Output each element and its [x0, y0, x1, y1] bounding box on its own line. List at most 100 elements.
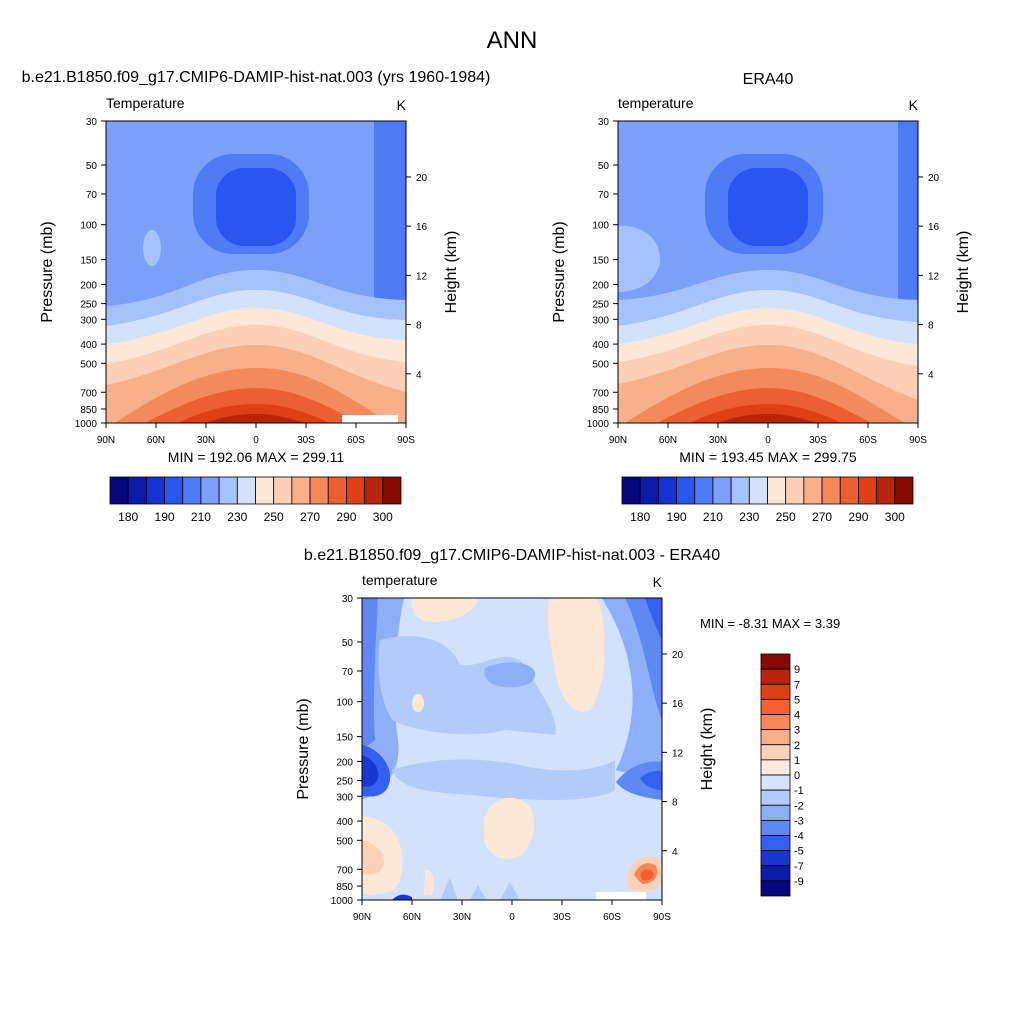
x-tick-label: 60N	[659, 435, 677, 446]
colorbar-label: 250	[264, 510, 284, 524]
y-right-tick-label: 12	[928, 271, 940, 282]
colorbar-label: 300	[885, 510, 905, 524]
y-axis-label: Pressure (mb)	[39, 221, 56, 322]
panel-era40: ERA40 temperature K 30507010015020025030…	[551, 71, 972, 524]
y-tick-label: 50	[342, 638, 354, 649]
y-tick-label: 50	[86, 161, 98, 172]
units-label: K	[397, 97, 407, 113]
colorbar-swatch	[760, 804, 791, 821]
colorbar-swatch	[145, 476, 165, 505]
colorbar-swatch	[694, 476, 714, 505]
colorbar-swatch	[803, 476, 823, 505]
y-tick-label: 150	[592, 256, 609, 267]
colorbar-swatch	[639, 476, 659, 505]
x-tick-label: 0	[253, 435, 259, 446]
y-tick-label: 300	[592, 315, 609, 326]
x-tick-label: 30N	[453, 912, 471, 923]
y-tick-label: 100	[80, 221, 97, 232]
colorbar-swatch	[346, 476, 366, 505]
y-tick-label: 250	[336, 777, 353, 788]
y-tick-label: 70	[598, 190, 610, 201]
colorbar-swatch	[858, 476, 878, 505]
colorbar-swatch	[760, 744, 791, 761]
y-tick-label: 400	[80, 340, 97, 351]
colorbar-label: 180	[630, 510, 650, 524]
y-tick-label: 200	[80, 280, 97, 291]
colorbar-swatch	[760, 698, 791, 715]
colorbar-swatch	[760, 789, 791, 806]
colorbar: 9 7 5 4 3 2 1 0 -1 -2 -3 -4 -5 -7 -9	[760, 653, 804, 897]
y-tick-label: 200	[336, 757, 353, 768]
y-axis-label: Pressure (mb)	[295, 698, 312, 799]
y-right-tick-label: 4	[416, 370, 422, 381]
y-tick-label: 50	[598, 161, 610, 172]
colorbar-label: 180	[118, 510, 138, 524]
x-tick-label: 0	[765, 435, 771, 446]
colorbar-swatch	[218, 476, 238, 505]
colorbar-swatch	[657, 476, 677, 505]
colorbar-label: -3	[794, 815, 804, 827]
y-axis-label: Pressure (mb)	[551, 221, 568, 322]
y-right-tick-label: 8	[928, 321, 934, 332]
colorbar-label: -5	[794, 846, 804, 858]
x-tick-label: 90S	[909, 435, 927, 446]
y-axis-left: 30 50 70 100 150 200 250 300 400 500 700 850 1000	[75, 117, 106, 430]
y-axis-left: 30 50 70 100 150 200 250 300 400 500 700 850 1000	[331, 594, 362, 907]
y-right-tick-label: 12	[416, 271, 428, 282]
colorbar-label: 5	[794, 694, 800, 706]
x-tick-label: 30S	[553, 912, 571, 923]
min-max-stats: MIN = 192.06 MAX = 299.11	[168, 449, 345, 465]
x-tick-label: 90N	[97, 435, 115, 446]
y-tick-label: 850	[336, 882, 353, 893]
x-tick-label: 60S	[859, 435, 877, 446]
y-tick-label: 300	[336, 792, 353, 803]
colorbar-swatch	[621, 476, 641, 505]
colorbar-label: 2	[794, 740, 800, 752]
y-right-tick-label: 16	[416, 222, 428, 233]
colorbar-swatch	[760, 774, 791, 791]
colorbar-swatch	[876, 476, 896, 505]
colorbar-label: 190	[155, 510, 175, 524]
y-tick-label: 100	[592, 221, 609, 232]
y-right-tick-label: 20	[672, 650, 684, 661]
y-right-tick-label: 16	[672, 699, 684, 710]
y-tick-label: 200	[592, 280, 609, 291]
y-tick-label: 300	[80, 315, 97, 326]
x-axis: 90N 60N 30N 0 30S 60S 90S	[97, 423, 415, 446]
colorbar-label: 1	[794, 755, 800, 767]
y-tick-label: 30	[598, 117, 610, 128]
y-right-tick-label: 8	[672, 798, 678, 809]
y-right-tick-label: 4	[672, 847, 678, 858]
colorbar-swatch	[760, 835, 791, 852]
y-tick-label: 70	[86, 190, 98, 201]
y-axis-right: 4 8 12 16 20	[918, 173, 940, 381]
x-tick-label: 60S	[347, 435, 365, 446]
colorbar-swatch	[730, 476, 750, 505]
colorbar-label: 210	[703, 510, 723, 524]
y-axis-right-label: Height (km)	[955, 231, 972, 314]
y-tick-label: 500	[80, 359, 97, 370]
colorbar-label: 0	[794, 770, 800, 782]
colorbar-swatch	[760, 729, 791, 746]
colorbar-label: 3	[794, 725, 800, 737]
colorbar-swatch	[309, 476, 329, 505]
x-axis: 90N 60N 30N 0 30S 60S 90S	[353, 900, 671, 923]
y-right-tick-label: 12	[672, 748, 684, 759]
x-tick-label: 60N	[147, 435, 165, 446]
y-right-tick-label: 4	[928, 370, 934, 381]
panel-model: b.e21.B1850.f09_g17.CMIP6-DAMIP-hist-nat…	[22, 69, 491, 524]
colorbar-label: 270	[300, 510, 320, 524]
units-label: K	[909, 97, 919, 113]
panel-title: b.e21.B1850.f09_g17.CMIP6-DAMIP-hist-nat…	[304, 547, 720, 564]
colorbar-swatch	[760, 759, 791, 776]
colorbar-label: 250	[776, 510, 796, 524]
units-label: K	[653, 574, 663, 590]
y-axis-right: 4 8 12 16 20	[406, 173, 428, 381]
colorbar-swatch	[182, 476, 202, 505]
x-tick-label: 90N	[353, 912, 371, 923]
colorbar-swatch	[236, 476, 256, 505]
y-tick-label: 30	[86, 117, 98, 128]
colorbar-swatch	[760, 683, 791, 700]
colorbar-swatch	[127, 476, 147, 505]
y-tick-label: 30	[342, 594, 354, 605]
